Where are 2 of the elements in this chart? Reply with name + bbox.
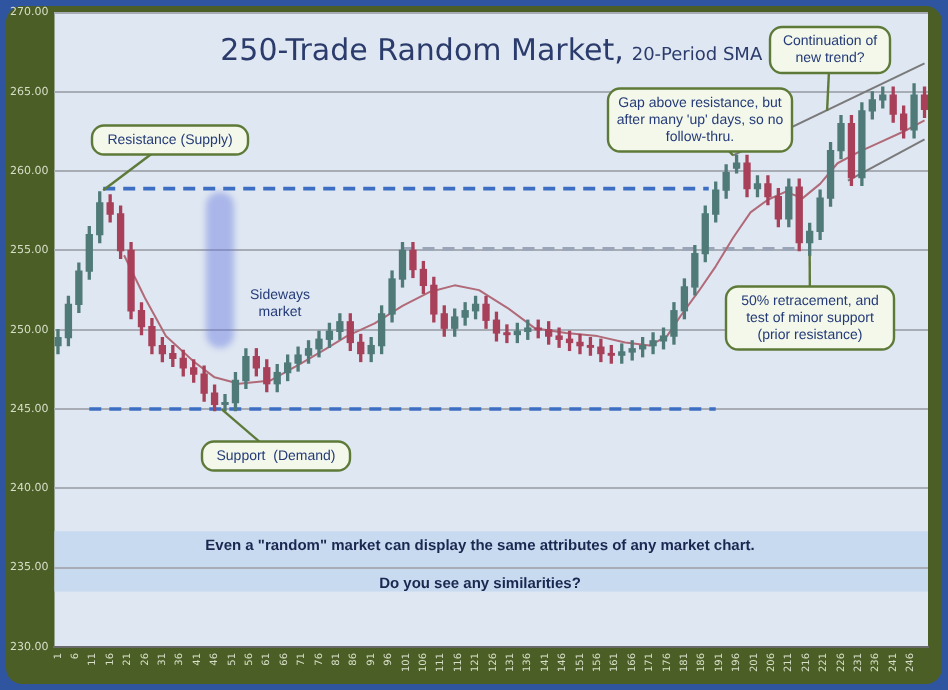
- text: 250-Trade Random Market,: [220, 32, 624, 68]
- text: 20-Period SMA: [631, 46, 764, 66]
